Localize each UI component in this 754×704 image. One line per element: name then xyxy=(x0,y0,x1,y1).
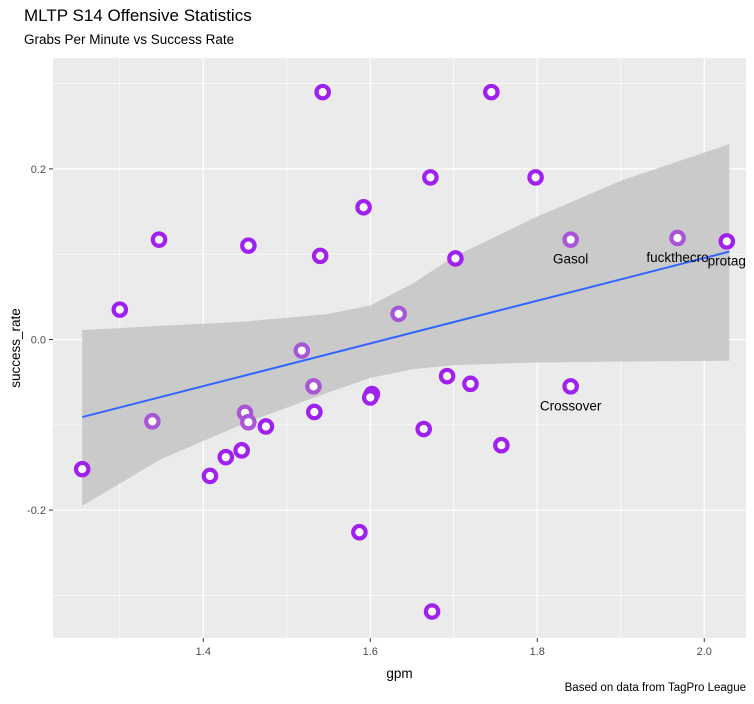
data-point xyxy=(527,169,544,186)
chart-caption: Based on data from TagPro League xyxy=(564,682,746,694)
data-point xyxy=(462,375,479,393)
data-point xyxy=(201,467,219,485)
data-point xyxy=(361,389,379,406)
data-point xyxy=(423,603,441,620)
y-axis-title: success_rate xyxy=(8,308,23,388)
x-tick-label: 1.6 xyxy=(363,646,378,658)
data-point xyxy=(669,229,686,247)
data-point xyxy=(422,169,439,186)
x-tick-label: 1.4 xyxy=(196,646,211,658)
data-point xyxy=(355,198,372,216)
data-point xyxy=(293,342,311,359)
data-point xyxy=(415,420,433,438)
data-point xyxy=(257,418,275,435)
data-point xyxy=(351,523,368,541)
point-label: protag xyxy=(708,253,746,268)
data-point xyxy=(305,378,322,395)
data-point xyxy=(150,231,168,248)
chart-title: MLTP S14 Offensive Statistics xyxy=(24,6,252,25)
data-point xyxy=(306,403,323,421)
data-point xyxy=(217,448,235,466)
data-point xyxy=(233,442,250,459)
point-label: Crossover xyxy=(540,398,602,413)
x-tick-label: 1.8 xyxy=(530,646,545,658)
data-point xyxy=(438,367,456,385)
data-point xyxy=(73,460,91,478)
data-point xyxy=(314,83,331,101)
point-label: Gasol xyxy=(553,252,588,267)
data-point xyxy=(311,247,329,265)
data-point xyxy=(718,233,736,250)
y-tick-label: -0.2 xyxy=(27,505,46,517)
data-point xyxy=(483,83,500,101)
x-tick-label: 2.0 xyxy=(697,646,712,658)
y-tick-label: 0.0 xyxy=(31,334,46,346)
x-axis-title: gpm xyxy=(386,666,412,681)
point-label: fuckthecro xyxy=(646,250,708,265)
y-axis-ticks: -0.2 0.0 0.2 xyxy=(27,164,53,517)
data-point xyxy=(493,436,510,454)
data-points xyxy=(73,83,736,620)
y-tick-label: 0.2 xyxy=(31,164,46,176)
data-point xyxy=(390,305,407,323)
data-point xyxy=(240,413,257,431)
data-point xyxy=(144,413,161,430)
trend-line xyxy=(81,250,730,419)
chart-subtitle: Grabs Per Minute vs Success Rate xyxy=(24,32,235,47)
data-point xyxy=(111,301,129,318)
data-point xyxy=(447,250,464,267)
data-point xyxy=(562,231,579,248)
data-point xyxy=(240,237,257,254)
x-axis-ticks: 1.4 1.6 1.8 2.0 xyxy=(196,638,712,658)
data-point xyxy=(562,378,579,395)
